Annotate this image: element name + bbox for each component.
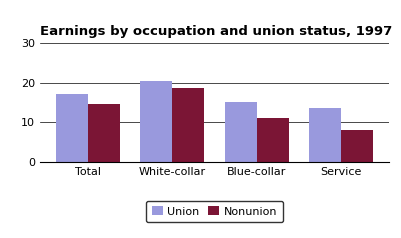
Bar [257,118,289,162]
Bar [341,130,373,162]
Bar [225,102,257,162]
Legend: Union, Nonunion: Union, Nonunion [146,201,283,222]
Bar [172,89,205,162]
Bar [88,104,120,162]
Bar [56,94,88,162]
Text: Earnings by occupation and union status, 1997: Earnings by occupation and union status,… [40,25,392,38]
Bar [140,80,172,162]
Bar [309,108,341,162]
